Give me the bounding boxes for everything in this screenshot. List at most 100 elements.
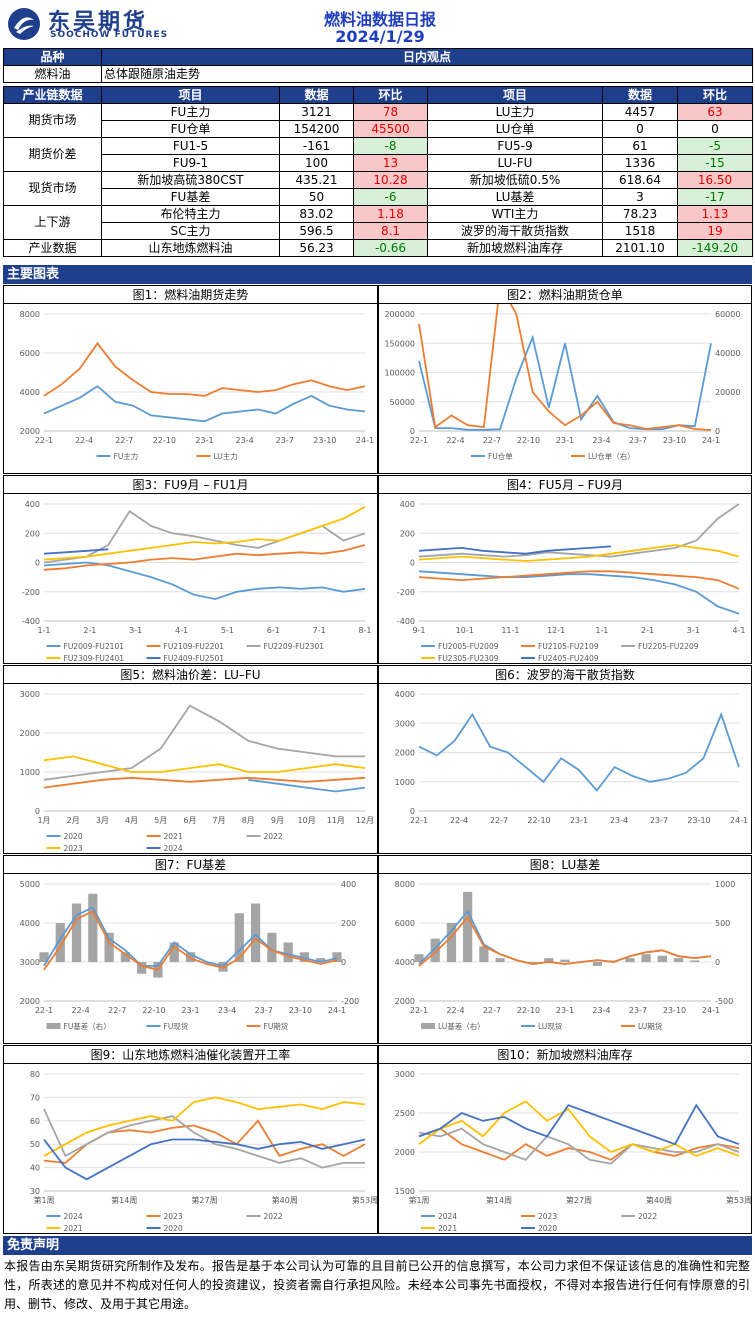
item-name: FU基差 [101,188,280,206]
basis-bar [267,932,277,962]
x-tick-label: 23-7 [629,1006,647,1015]
series-line [418,570,740,615]
series-line [418,334,712,431]
item-value: 1518 [602,222,678,240]
x-tick-label: 24-1 [702,436,720,445]
x-tick-label: 23-10 [289,1006,312,1015]
y-right-tick-label: 400 [341,880,356,889]
summary-header-product: 品种 [3,48,102,66]
series-line [43,510,366,564]
item-change: 10.28 [353,171,428,189]
x-tick-label: 7月 [213,816,226,825]
legend-label: 2021 [438,1224,457,1233]
item-change: -5 [677,137,753,155]
item-value: 50 [279,188,354,206]
charts-section-title: 主要图表 [3,265,752,284]
y-tick-label: 5000 [20,880,40,889]
item-name: FU仓单 [101,120,280,138]
y-tick-label: -400 [22,617,40,626]
legend-label: FU2009-FU2101 [64,642,125,651]
item-name: FU5-9 [427,137,603,155]
basis-bar [55,923,65,962]
series-line [43,906,338,967]
brand-name-cn: 东吴期货 [48,10,149,35]
y-tick-label: -400 [397,617,415,626]
basis-bar [234,913,244,962]
row-group-label: 现货市场 [3,171,102,206]
row-group-label: 期货价差 [3,137,102,172]
x-tick-label: 22-1 [410,436,428,445]
table-row: FU仓单 154200 45500 LU仓单 0 0 [4,120,753,138]
x-tick-label: 22-1 [35,436,53,445]
legend-label: FU2409-FU2501 [164,654,225,663]
series-line [43,506,366,561]
basis-bar [463,891,473,962]
item-name: 新加坡燃料油库存 [427,239,603,257]
legend-label: LU期货 [638,1021,663,1031]
y-tick-label: 80 [30,1070,40,1079]
y-tick-label: 4000 [395,690,415,699]
item-change: -8 [353,137,428,155]
chart-panel-c10: 图10：新加坡燃料油库存 1500 2000 2500 3000 第1周 第14周 第27周 第… [378,1045,752,1234]
legend-label: 2023 [64,844,83,853]
y-tick-label: 2000 [20,729,40,738]
legend-label: 2022 [264,832,283,841]
basis-bar [527,962,538,964]
x-tick-label: 3月 [96,816,109,825]
chart-title: 图7：FU基差 [4,856,377,874]
chart-svg: 0 1000 2000 3000 1月 2月 3月 4月 5月 6月 7月 8月 9月 10月 11月 12月… [20,690,374,853]
legend-label: FU2209-FU2301 [264,642,325,651]
x-tick-label: 2-1 [641,626,654,635]
series-line [43,776,366,789]
series-line [418,544,740,562]
data-table-header: 产业链数据 项目 数据 环比 项目 数据 环比 [3,86,753,104]
y-tick-label: 200 [25,529,40,538]
y-tick-label: 2000 [395,1148,415,1157]
y-tick-label: 4000 [395,958,415,967]
y-tick-label: 40 [30,1164,40,1173]
industry-data-table: 产业链数据 项目 数据 环比 项目 数据 环比 期货市场 FU主力 3121 78 LU主力 4457 6… [3,86,753,257]
x-tick-label: 9-1 [412,626,425,635]
brand-name-en: SOOCHOW FUTURES [50,30,169,40]
y-tick-label: 50 [30,1140,40,1149]
x-tick-label: 5月 [154,816,167,825]
chart-title: 图10：新加坡燃料油库存 [379,1046,751,1064]
basis-bar [690,960,700,962]
y-tick-label: 3000 [395,1070,415,1079]
chart-panel-c5: 图5：燃料油价差：LU–FU 0 1000 2000 3000 1月 2月 3月 4月 5月 6月 7… [3,665,378,854]
series-line [43,1108,365,1169]
item-change: -0.66 [353,239,428,257]
y-right-tick-label: 20000 [715,388,740,397]
summary-header-row: 品种 日内观点 [3,48,753,66]
table-row: 上下游 布伦特主力 83.02 1.18 WTI主力 78.23 1.13 [3,205,753,240]
x-tick-label: 23-7 [629,436,647,445]
legend-label: FU期货 [264,1021,289,1031]
item-value: 4457 [602,103,678,121]
y-tick-label: 1000 [395,778,415,787]
legend-label: FU现货 [164,1021,189,1031]
series-line [43,1096,366,1157]
series-line [418,545,612,555]
chart-panel-c8: 图8：LU基差 2000 4000 6000 8000 -500 0 500 1000 22-1 2… [378,855,752,1044]
y-tick-label: 2000 [395,997,415,1006]
legend-label: LU现货 [538,1021,563,1031]
item-value: -161 [279,137,354,155]
report-date: 2024/1/29 [335,27,425,46]
series-line [418,503,740,558]
y-tick-label: 6000 [20,349,40,358]
column-header: 项目 [427,86,603,104]
legend-label: 2023 [538,1212,557,1221]
y-tick-label: 0 [410,807,415,816]
y-tick-label: 200000 [384,310,415,319]
legend-label: FU主力 [114,451,139,461]
chart-panel-c3: 图3：FU9月 – FU1月 -400 -200 0 200 400 1-1 2-1 3-1 4-… [3,475,378,664]
y-tick-label: 2000 [20,427,40,436]
y-tick-label: 2000 [395,749,415,758]
y-tick-label: 30 [30,1187,40,1196]
series-line [43,385,366,423]
basis-bar [283,942,293,962]
legend-swatch [421,1023,435,1029]
basis-bar [299,952,310,962]
basis-bar [641,954,651,962]
x-tick-label: 2月 [67,816,80,825]
